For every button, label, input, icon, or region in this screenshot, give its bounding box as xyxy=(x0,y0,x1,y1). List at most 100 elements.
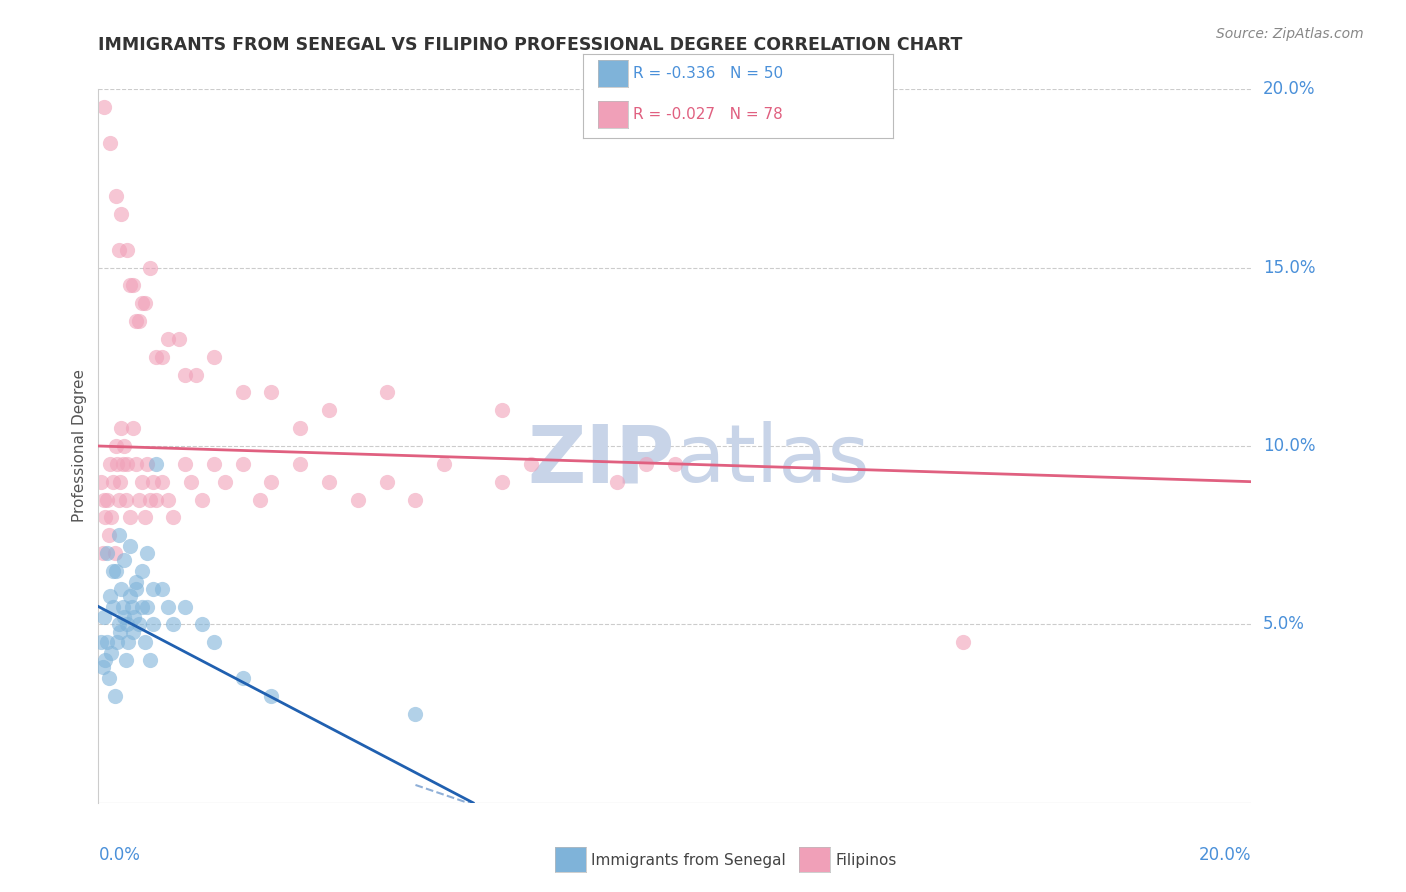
Point xyxy=(139,653,162,667)
Point xyxy=(128,314,150,328)
Text: 20.0%: 20.0% xyxy=(1199,846,1251,863)
Point xyxy=(122,421,145,435)
Point xyxy=(636,457,658,471)
Point xyxy=(117,457,138,471)
Point xyxy=(139,260,162,275)
Point xyxy=(156,332,179,346)
Point xyxy=(150,350,173,364)
Point xyxy=(375,385,398,400)
Point xyxy=(150,475,173,489)
Point xyxy=(122,624,145,639)
Text: Filipinos: Filipinos xyxy=(835,854,897,868)
Point xyxy=(202,457,225,471)
Point xyxy=(318,475,340,489)
Point xyxy=(128,492,150,507)
Point xyxy=(131,564,153,578)
Point xyxy=(91,660,114,674)
Point xyxy=(131,475,153,489)
Point xyxy=(101,475,124,489)
Point xyxy=(117,635,139,649)
Point xyxy=(231,671,254,685)
Point xyxy=(131,296,153,310)
Point xyxy=(156,599,179,614)
Point xyxy=(90,475,112,489)
Y-axis label: Professional Degree: Professional Degree xyxy=(72,369,87,523)
Point xyxy=(121,599,143,614)
Text: 0.0%: 0.0% xyxy=(98,846,141,863)
Text: 15.0%: 15.0% xyxy=(1263,259,1316,277)
Point xyxy=(174,599,197,614)
Point xyxy=(520,457,543,471)
Point xyxy=(125,457,148,471)
Point xyxy=(93,492,115,507)
Text: atlas: atlas xyxy=(675,421,869,500)
Point xyxy=(122,610,145,624)
Point xyxy=(112,610,135,624)
Point xyxy=(93,610,115,624)
Point xyxy=(150,582,173,596)
Point xyxy=(100,510,122,524)
Point xyxy=(94,653,117,667)
Point xyxy=(107,528,129,542)
Point xyxy=(214,475,236,489)
Text: Immigrants from Senegal: Immigrants from Senegal xyxy=(591,854,786,868)
Point xyxy=(120,510,142,524)
Point xyxy=(191,492,214,507)
Point xyxy=(145,457,167,471)
Point xyxy=(110,624,132,639)
Point xyxy=(162,510,184,524)
Point xyxy=(346,492,368,507)
Point xyxy=(100,646,122,660)
Point xyxy=(145,492,167,507)
Point xyxy=(318,403,340,417)
Point xyxy=(110,207,132,221)
Point xyxy=(260,689,283,703)
Point xyxy=(110,582,132,596)
Point xyxy=(433,457,456,471)
Point xyxy=(202,635,225,649)
Point xyxy=(107,492,129,507)
Point xyxy=(128,617,150,632)
Point xyxy=(491,403,513,417)
Point xyxy=(105,635,128,649)
Point xyxy=(96,635,118,649)
Point xyxy=(122,278,145,293)
Point xyxy=(231,457,254,471)
Point xyxy=(110,475,132,489)
Point xyxy=(125,314,148,328)
Text: R = -0.027   N = 78: R = -0.027 N = 78 xyxy=(633,107,783,121)
Point xyxy=(111,599,134,614)
Point xyxy=(249,492,271,507)
Point xyxy=(162,617,184,632)
Point xyxy=(134,296,156,310)
Point xyxy=(98,589,121,603)
Point xyxy=(606,475,628,489)
Point xyxy=(120,539,142,553)
Text: 5.0%: 5.0% xyxy=(1263,615,1305,633)
Point xyxy=(231,385,254,400)
Point xyxy=(115,653,138,667)
Text: Source: ZipAtlas.com: Source: ZipAtlas.com xyxy=(1216,27,1364,41)
Text: 10.0%: 10.0% xyxy=(1263,437,1316,455)
Point xyxy=(112,553,135,567)
Point xyxy=(174,457,197,471)
Point xyxy=(111,457,134,471)
Point xyxy=(115,492,138,507)
Point xyxy=(260,385,283,400)
Point xyxy=(107,243,129,257)
Text: 20.0%: 20.0% xyxy=(1263,80,1316,98)
Point xyxy=(191,617,214,632)
Text: ZIP: ZIP xyxy=(527,421,675,500)
Point xyxy=(405,492,427,507)
Point xyxy=(131,599,153,614)
Point xyxy=(94,510,117,524)
Point xyxy=(97,528,120,542)
Text: R = -0.336   N = 50: R = -0.336 N = 50 xyxy=(633,66,783,80)
Point xyxy=(202,350,225,364)
Point xyxy=(290,457,312,471)
Point xyxy=(93,100,115,114)
Point xyxy=(104,439,127,453)
Point xyxy=(120,589,142,603)
Point xyxy=(117,243,138,257)
Point xyxy=(105,457,128,471)
